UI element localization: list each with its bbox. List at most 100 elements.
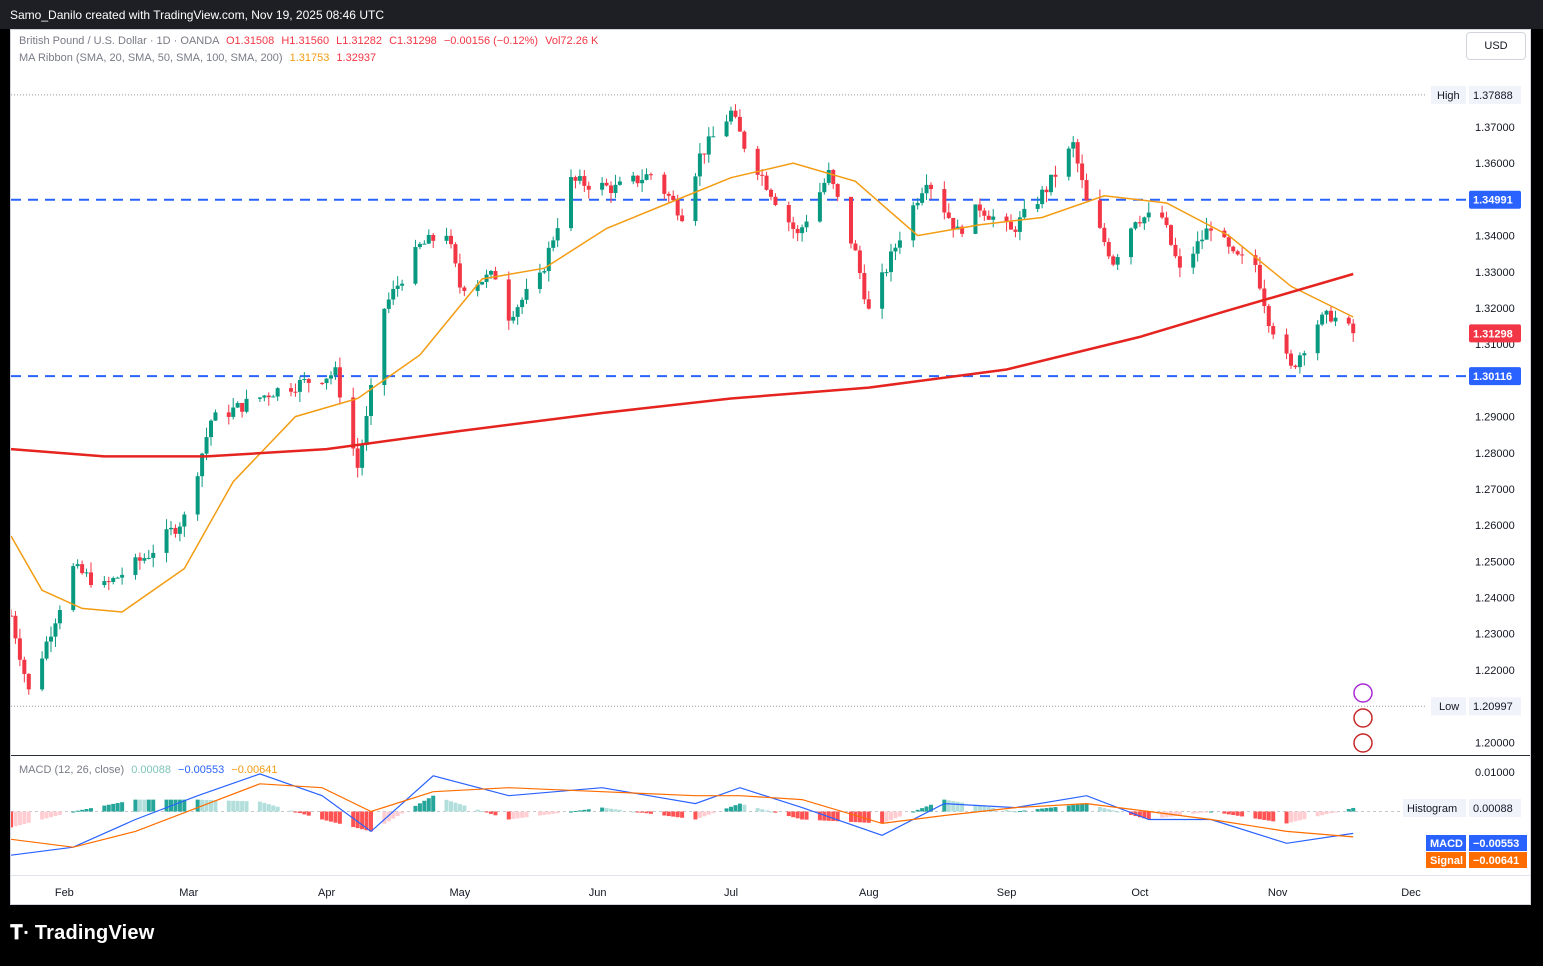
candle-up — [49, 636, 53, 642]
macd-histogram-bar — [706, 811, 711, 815]
macd-histogram-bar — [631, 811, 636, 813]
candle-up — [1315, 324, 1320, 354]
candle-down — [866, 299, 871, 309]
candle-up — [489, 270, 493, 275]
candle-up — [195, 476, 200, 515]
macd-histogram-bar — [515, 811, 520, 819]
candle-up — [44, 641, 49, 659]
macd-histogram-bar — [444, 799, 449, 812]
macd-histogram-bar — [235, 800, 240, 812]
macd-histogram-bar — [369, 811, 373, 832]
candle-up — [889, 251, 893, 273]
time-axis-label: Jul — [724, 887, 738, 899]
macd-histogram-bar — [1209, 811, 1213, 813]
candle-up — [302, 379, 307, 381]
macd-histogram-bar — [1115, 811, 1120, 813]
macd-histogram-bar — [551, 811, 556, 814]
macd-histogram-bar — [195, 799, 200, 812]
candle-down — [604, 182, 609, 186]
candle-up — [569, 177, 573, 229]
macd-histogram-bar — [262, 802, 267, 812]
candle-down — [13, 615, 18, 639]
candle-down — [1111, 256, 1116, 265]
macd-histogram-bar — [1226, 811, 1231, 815]
candle-up — [1142, 217, 1147, 224]
candle-down — [635, 175, 640, 184]
macd-histogram-bar — [151, 799, 156, 812]
macd-histogram-bar — [1284, 811, 1289, 824]
chart-frame[interactable]: 1.390001.370001.360001.340001.330001.320… — [10, 29, 1531, 905]
candle-down — [293, 391, 298, 393]
macd-histogram-bar — [1346, 808, 1351, 812]
candle-up — [115, 577, 120, 579]
candle-up — [1071, 142, 1076, 149]
histogram-value-label: 0.00088 — [1473, 803, 1513, 815]
candle-up — [1017, 217, 1022, 232]
candle-down — [835, 184, 840, 197]
candle-down — [1009, 221, 1013, 230]
macd-histogram-bar — [395, 811, 400, 817]
time-axis-label: Dec — [1401, 887, 1421, 899]
macd-histogram-bar — [49, 811, 53, 818]
macd-histogram-bar — [1053, 807, 1058, 812]
symbol-title[interactable]: British Pound / U.S. Dollar · 1D · OANDA — [19, 35, 219, 47]
candle-down — [1004, 216, 1009, 222]
price-axis-tick: 1.34000 — [1475, 231, 1515, 243]
macd-histogram-bar — [1066, 805, 1071, 812]
price-axis-tick: 1.28000 — [1475, 448, 1515, 460]
macd-histogram-bar — [1022, 810, 1027, 812]
macd-histogram-bar — [413, 805, 418, 812]
macd-histogram-bar — [1204, 811, 1209, 813]
candle-up — [880, 272, 885, 309]
candle-up — [1324, 310, 1329, 315]
candle-up — [920, 193, 925, 203]
candle-up — [417, 243, 422, 248]
macd-histogram-bar — [133, 799, 138, 812]
macd-histogram-bar — [1017, 811, 1022, 813]
macd-histogram-bar — [360, 811, 365, 830]
low-label: Low — [1439, 701, 1459, 713]
candle-up — [631, 175, 636, 182]
candle-down — [1329, 310, 1333, 322]
credit-text: Samo_Danilo created with TradingView.com… — [10, 8, 384, 22]
candle-up — [800, 227, 805, 234]
candle-up — [897, 240, 902, 248]
macd-histogram-bar — [289, 810, 293, 812]
macd-histogram-bar — [244, 801, 249, 812]
macd-value-label: −0.00553 — [1473, 838, 1519, 850]
candle-up — [1040, 189, 1045, 205]
chart-canvas[interactable]: 1.390001.370001.360001.340001.330001.320… — [11, 30, 1531, 905]
macd-histogram-bar — [453, 802, 458, 812]
candle-up — [244, 398, 249, 412]
histogram-value-bg — [1469, 799, 1521, 818]
high-value-bg — [1469, 85, 1521, 104]
tradingview-brand[interactable]: 𝐓∙ TradingView — [10, 922, 155, 945]
macd-histogram-bar — [275, 806, 280, 812]
time-axis-label: Nov — [1268, 887, 1288, 899]
candle-up — [613, 184, 618, 194]
candle-down — [1289, 353, 1293, 366]
price-axis-tick: 1.26000 — [1475, 520, 1515, 532]
macd-histogram-bar — [760, 809, 765, 812]
candle-down — [773, 196, 778, 206]
candle-down — [849, 196, 853, 244]
macd-histogram-bar — [106, 804, 111, 812]
macd-histogram-bar — [400, 811, 405, 814]
currency-button[interactable]: USD — [1466, 32, 1526, 60]
macd-histogram-bar — [831, 811, 836, 822]
candle-down — [795, 228, 800, 234]
macd-histogram-bar — [1195, 811, 1200, 814]
macd-histogram-bar — [26, 811, 31, 823]
macd-legend[interactable]: MACD (12, 26, close) 0.00088 −0.00553 −0… — [19, 764, 277, 776]
last-price-label: 1.31298 — [1473, 328, 1513, 340]
macd-histogram-bar — [880, 811, 885, 824]
resistance-price-label: 1.34991 — [1473, 195, 1513, 207]
candle-up — [426, 234, 431, 244]
ma-ribbon-legend[interactable]: MA Ribbon (SMA, 20, SMA, 50, SMA, 100, S… — [19, 52, 376, 64]
candle-down — [1209, 228, 1213, 231]
candle-up — [1320, 314, 1325, 325]
candle-down — [1271, 326, 1276, 335]
candle-down — [675, 200, 680, 216]
macd-histogram-bar — [293, 811, 298, 813]
macd-histogram-bar — [973, 804, 978, 812]
